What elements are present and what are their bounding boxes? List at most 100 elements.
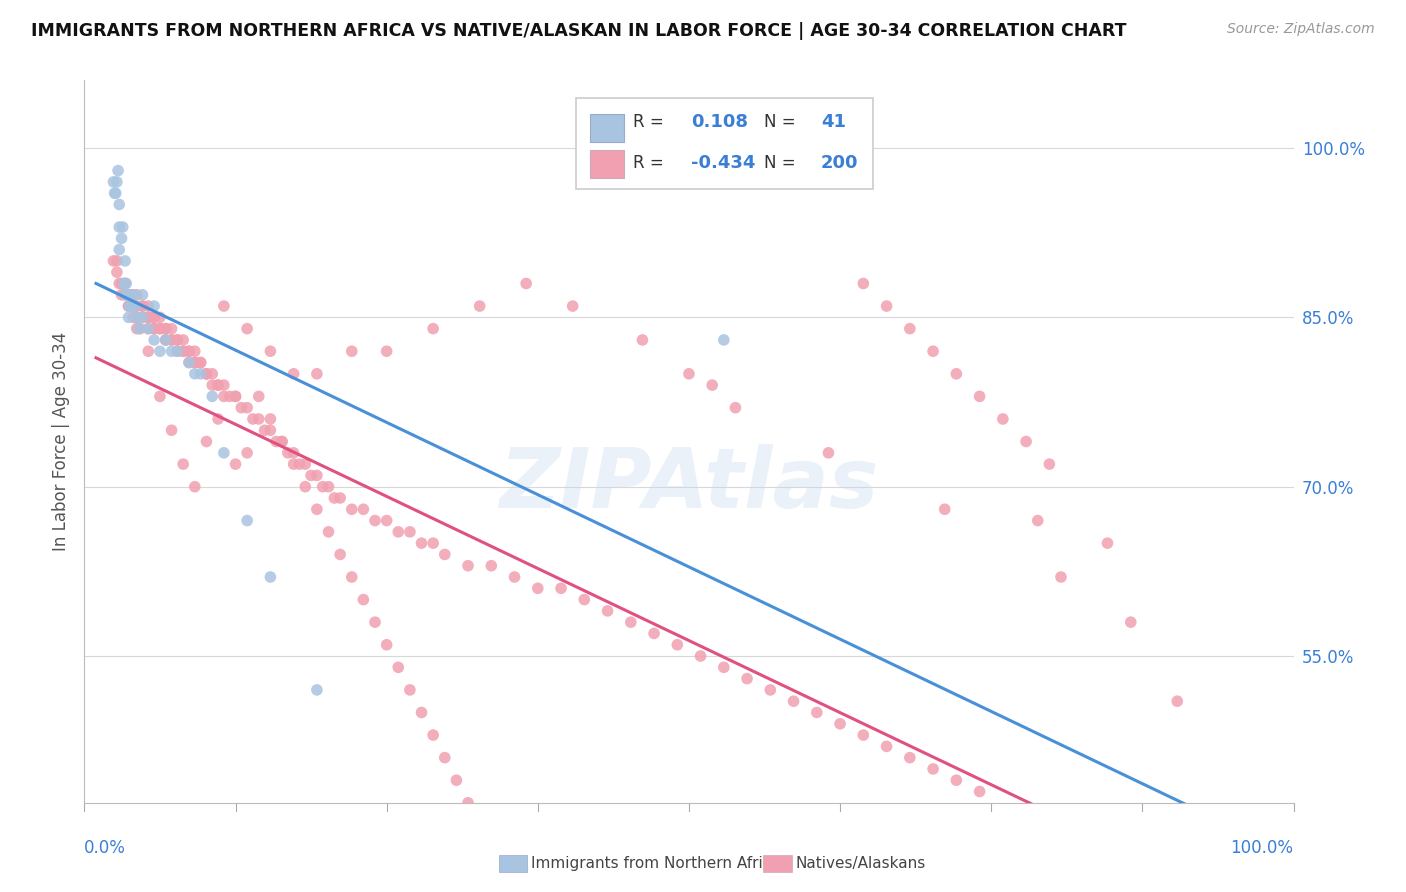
Point	[107, 163, 129, 178]
Point	[259, 423, 281, 437]
Point	[108, 243, 131, 257]
Point	[713, 660, 735, 674]
Point	[945, 773, 967, 788]
FancyBboxPatch shape	[576, 98, 873, 189]
Point	[155, 321, 177, 335]
Point	[271, 434, 294, 449]
Point	[352, 592, 374, 607]
Point	[207, 412, 229, 426]
Point	[422, 536, 444, 550]
Point	[898, 750, 921, 764]
Point	[283, 457, 305, 471]
Point	[446, 773, 468, 788]
Point	[689, 648, 711, 663]
Point	[160, 333, 183, 347]
Point	[105, 175, 128, 189]
Point	[117, 310, 139, 325]
Point	[110, 287, 132, 301]
Point	[212, 299, 235, 313]
Point	[945, 367, 967, 381]
Point	[131, 310, 153, 325]
Point	[129, 321, 152, 335]
Text: 100.0%: 100.0%	[1230, 838, 1294, 857]
Point	[131, 299, 153, 313]
Point	[125, 310, 148, 325]
Point	[1097, 536, 1119, 550]
Text: Immigrants from Northern Africa: Immigrants from Northern Africa	[531, 856, 782, 871]
Point	[294, 480, 316, 494]
Point	[299, 468, 322, 483]
Point	[724, 401, 747, 415]
Point	[399, 524, 422, 539]
Point	[125, 321, 148, 335]
Point	[172, 457, 194, 471]
Point	[305, 468, 328, 483]
Text: Natives/Alaskans: Natives/Alaskans	[796, 856, 927, 871]
Point	[620, 615, 643, 630]
Point	[124, 299, 146, 313]
Point	[184, 480, 207, 494]
Point	[225, 389, 247, 403]
Point	[503, 570, 526, 584]
Point	[184, 344, 207, 359]
Point	[782, 694, 804, 708]
Point	[1015, 434, 1038, 449]
Point	[277, 446, 299, 460]
Point	[104, 186, 127, 201]
Point	[375, 344, 398, 359]
Point	[457, 558, 479, 573]
Point	[236, 446, 259, 460]
Point	[155, 321, 177, 335]
Text: N =: N =	[763, 113, 796, 131]
Point	[212, 446, 235, 460]
Point	[166, 333, 188, 347]
Point	[876, 739, 898, 754]
Point	[112, 277, 135, 291]
Point	[876, 299, 898, 313]
Point	[143, 310, 166, 325]
Point	[166, 333, 188, 347]
Point	[131, 310, 153, 325]
Point	[225, 389, 247, 403]
Point	[253, 423, 276, 437]
Point	[294, 457, 316, 471]
Point	[201, 378, 224, 392]
Point	[503, 886, 526, 892]
Point	[120, 287, 142, 301]
Point	[259, 570, 281, 584]
Point	[969, 389, 991, 403]
Point	[108, 277, 131, 291]
Point	[184, 355, 207, 369]
Point	[759, 682, 782, 697]
Point	[305, 502, 328, 516]
Point	[117, 287, 139, 301]
Point	[1026, 514, 1049, 528]
Point	[806, 706, 828, 720]
Point	[166, 344, 188, 359]
Point	[136, 321, 159, 335]
Point	[136, 299, 159, 313]
Point	[283, 446, 305, 460]
Point	[143, 299, 166, 313]
Point	[110, 231, 132, 245]
Point	[160, 344, 183, 359]
Point	[468, 299, 491, 313]
Point	[375, 514, 398, 528]
Point	[468, 818, 491, 832]
Point	[225, 457, 247, 471]
Point	[288, 457, 311, 471]
Text: R =: R =	[633, 154, 664, 172]
Point	[160, 333, 183, 347]
Point	[479, 558, 502, 573]
Point	[387, 660, 409, 674]
Point	[817, 446, 839, 460]
Point	[422, 728, 444, 742]
Point	[115, 277, 138, 291]
Bar	[589, 151, 624, 178]
Point	[969, 784, 991, 798]
Point	[136, 344, 159, 359]
Point	[125, 310, 148, 325]
Point	[422, 321, 444, 335]
Point	[433, 750, 456, 764]
Point	[702, 378, 724, 392]
